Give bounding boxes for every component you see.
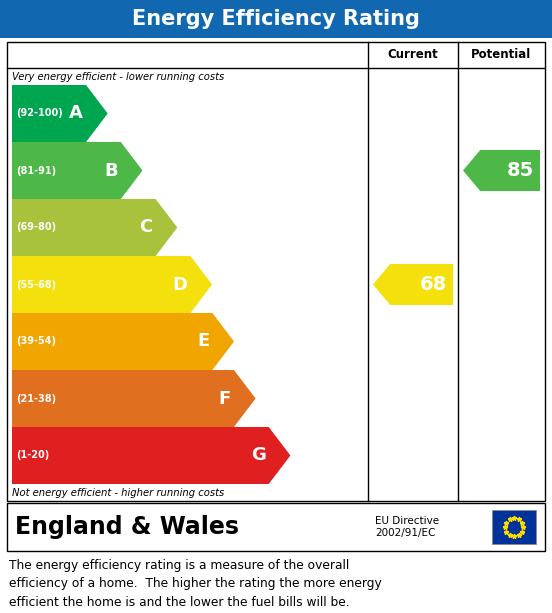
Polygon shape [12,313,234,370]
Text: England & Wales: England & Wales [15,515,239,539]
Text: F: F [219,389,231,408]
Text: G: G [251,446,266,465]
Text: Energy Efficiency Rating: Energy Efficiency Rating [132,9,420,29]
Text: A: A [69,104,83,123]
Text: (69-80): (69-80) [16,223,56,232]
Text: D: D [172,275,188,294]
Text: (81-91): (81-91) [16,166,56,175]
Polygon shape [373,264,453,305]
Text: (1-20): (1-20) [16,451,49,460]
Text: The energy efficiency rating is a measure of the overall
efficiency of a home.  : The energy efficiency rating is a measur… [9,559,382,609]
Polygon shape [12,85,108,142]
Bar [7,42,545,501]
Text: (39-54): (39-54) [16,337,56,346]
Text: Very energy efficient - lower running costs: Very energy efficient - lower running co… [12,72,224,82]
Text: Potential: Potential [471,48,532,61]
Polygon shape [12,370,256,427]
Text: B: B [104,161,118,180]
Bar [7,503,545,551]
Polygon shape [12,256,212,313]
Text: (55-68): (55-68) [16,280,56,289]
Polygon shape [12,142,142,199]
Bar [492,510,536,544]
Text: Current: Current [388,48,438,61]
Text: 85: 85 [507,161,534,180]
Text: (92-100): (92-100) [16,109,63,118]
Text: E: E [197,332,209,351]
Text: EU Directive
2002/91/EC: EU Directive 2002/91/EC [375,516,439,538]
Polygon shape [12,427,290,484]
Polygon shape [12,199,177,256]
Text: (21-38): (21-38) [16,394,56,403]
Text: Not energy efficient - higher running costs: Not energy efficient - higher running co… [12,487,224,498]
Text: C: C [140,218,153,237]
Polygon shape [463,150,540,191]
Text: 68: 68 [420,275,447,294]
Bar [0,0,552,38]
